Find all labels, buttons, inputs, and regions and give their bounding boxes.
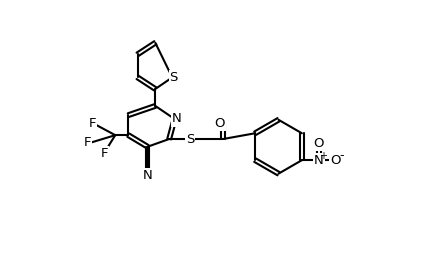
Text: N: N (143, 170, 152, 182)
Text: F: F (88, 117, 96, 130)
Text: O: O (330, 154, 341, 167)
Text: N: N (172, 112, 182, 126)
Text: F: F (101, 147, 108, 160)
Text: S: S (170, 71, 178, 84)
Text: +: + (320, 151, 327, 161)
Text: N: N (314, 154, 323, 167)
Text: O: O (215, 117, 225, 130)
Text: F: F (84, 136, 91, 149)
Text: -: - (339, 149, 344, 162)
Text: S: S (186, 132, 194, 146)
Text: O: O (313, 137, 324, 150)
